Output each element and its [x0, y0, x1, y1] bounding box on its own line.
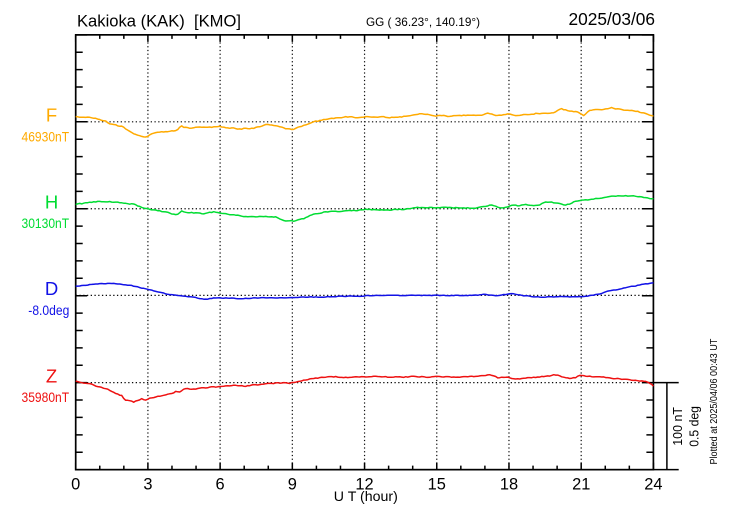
svg-text:3: 3 — [143, 475, 152, 493]
svg-text:9: 9 — [288, 475, 297, 493]
svg-text:12: 12 — [355, 475, 373, 493]
svg-text:0: 0 — [71, 475, 80, 493]
svg-text:18: 18 — [500, 475, 518, 493]
svg-text:Kakioka (KAK) [KMO]: Kakioka (KAK) [KMO] — [77, 12, 241, 31]
svg-text:46930nT: 46930nT — [22, 128, 70, 144]
svg-text:D: D — [45, 278, 58, 299]
svg-text:2025/03/06: 2025/03/06 — [569, 9, 656, 29]
svg-text:30130nT: 30130nT — [22, 215, 70, 231]
svg-text:GG ( 36.23°, 140.19°): GG ( 36.23°, 140.19°) — [366, 15, 480, 29]
svg-text:0.5 deg: 0.5 deg — [687, 406, 701, 447]
svg-text:Plotted at 2025/04/06 00:43 UT: Plotted at 2025/04/06 00:43 UT — [708, 338, 720, 464]
svg-text:6: 6 — [216, 475, 225, 493]
svg-text:35980nT: 35980nT — [22, 389, 70, 405]
svg-text:-8.0deg: -8.0deg — [28, 302, 69, 318]
svg-text:15: 15 — [428, 475, 446, 493]
svg-text:H: H — [45, 191, 58, 212]
svg-text:U T (hour): U T (hour) — [334, 488, 398, 504]
svg-text:21: 21 — [572, 475, 590, 493]
svg-text:24: 24 — [644, 475, 662, 493]
svg-text:F: F — [46, 105, 57, 126]
svg-text:100 nT: 100 nT — [671, 407, 685, 446]
svg-text:Z: Z — [46, 365, 57, 386]
